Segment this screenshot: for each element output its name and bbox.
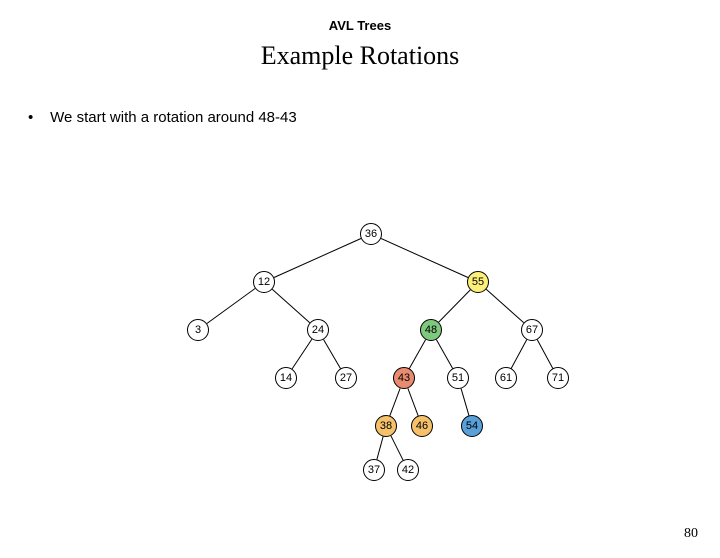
tree-node-36: 36 xyxy=(360,223,382,245)
tree-edge xyxy=(391,436,403,460)
tree-edge xyxy=(436,340,452,369)
tree-node-38: 38 xyxy=(375,415,397,437)
tree-node-37: 37 xyxy=(363,459,385,481)
tree-edges-svg xyxy=(145,223,575,483)
tree-node-67: 67 xyxy=(521,319,543,341)
tree-node-43: 43 xyxy=(393,367,415,389)
tree-edge xyxy=(324,340,341,369)
bullet-line: • We start with a rotation around 48-43 xyxy=(28,109,720,126)
tree-node-54: 54 xyxy=(461,415,483,437)
tree-edge xyxy=(409,340,425,369)
tree-edge xyxy=(511,340,527,369)
tree-edge xyxy=(390,388,400,415)
tree-edge xyxy=(439,290,471,322)
page-title: Example Rotations xyxy=(0,41,720,71)
tree-node-42: 42 xyxy=(397,459,419,481)
tree-node-46: 46 xyxy=(411,415,433,437)
bullet-marker: • xyxy=(28,109,46,126)
bullet-text: We start with a rotation around 48-43 xyxy=(50,109,297,126)
tree-edge xyxy=(381,239,468,278)
tree-edge xyxy=(537,340,553,369)
tree-edge xyxy=(207,288,255,323)
tree-node-71: 71 xyxy=(547,367,569,389)
tree-node-3: 3 xyxy=(187,319,209,341)
tree-edge xyxy=(486,289,524,322)
tree-node-12: 12 xyxy=(253,271,275,293)
tree-node-27: 27 xyxy=(335,367,357,389)
tree-edge xyxy=(292,339,312,369)
tree-edge xyxy=(461,389,469,416)
header-topic: AVL Trees xyxy=(0,18,720,33)
tree-diagram: 36 12 55 3 24 48 67 14 27 43 51 61 71 38 46 54 37 42 xyxy=(145,223,575,483)
tree-edge xyxy=(274,239,361,278)
tree-node-61: 61 xyxy=(495,367,517,389)
tree-node-48: 48 xyxy=(420,319,442,341)
tree-node-14: 14 xyxy=(275,367,297,389)
tree-edge xyxy=(377,437,383,460)
tree-node-24: 24 xyxy=(307,319,329,341)
tree-node-51: 51 xyxy=(447,367,469,389)
tree-node-55: 55 xyxy=(467,271,489,293)
tree-edge xyxy=(272,289,310,322)
tree-edge xyxy=(408,388,418,415)
